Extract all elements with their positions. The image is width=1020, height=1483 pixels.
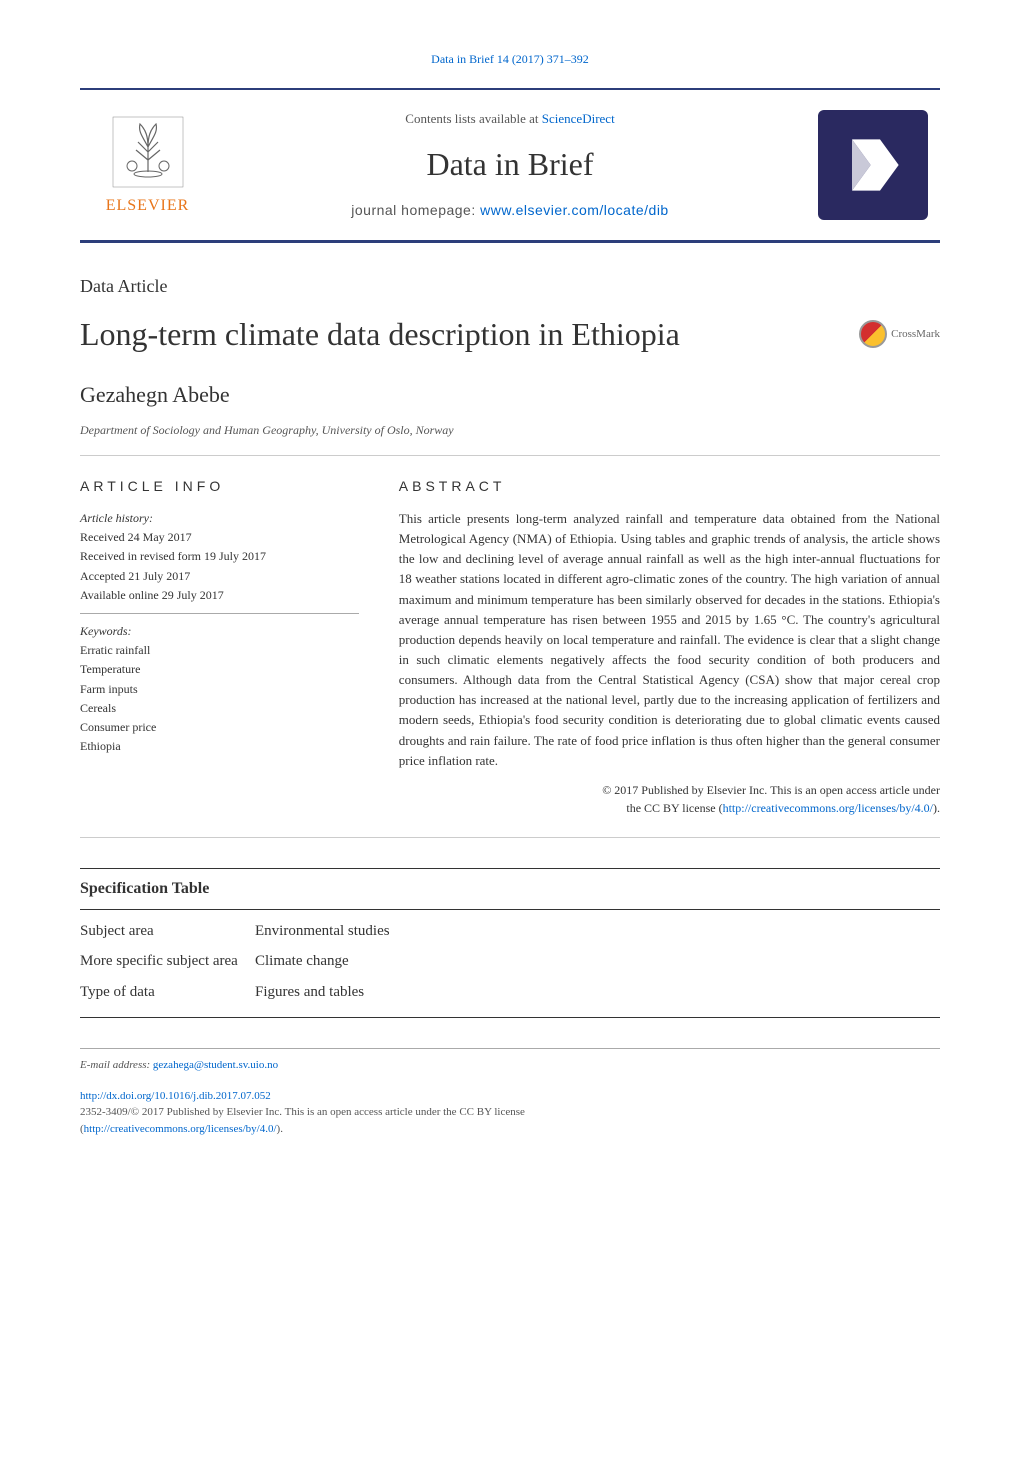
article-type: Data Article [80, 273, 940, 300]
top-citation: Data in Brief 14 (2017) 371–392 [80, 50, 940, 68]
footer-doi-block: http://dx.doi.org/10.1016/j.dib.2017.07.… [80, 1088, 940, 1138]
sciencedirect-link[interactable]: ScienceDirect [542, 111, 615, 126]
history-accepted: Accepted 21 July 2017 [80, 567, 359, 586]
homepage-link[interactable]: www.elsevier.com/locate/dib [480, 202, 669, 218]
keyword: Consumer price [80, 718, 359, 737]
info-abstract-columns: ARTICLE INFO Article history: Received 2… [80, 476, 940, 838]
article-history: Article history: Received 24 May 2017 Re… [80, 509, 359, 614]
history-received: Received 24 May 2017 [80, 528, 359, 547]
spec-value: Environmental studies [255, 916, 940, 947]
copyright-line1: © 2017 Published by Elsevier Inc. This i… [602, 783, 940, 797]
abstract-column: ABSTRACT This article presents long-term… [399, 476, 940, 817]
issn-copyright-line: 2352-3409/© 2017 Published by Elsevier I… [80, 1106, 525, 1118]
article-title: Long-term climate data description in Et… [80, 310, 680, 358]
table-row: Type of data Figures and tables [80, 977, 940, 1008]
journal-logo-block [805, 90, 940, 240]
homepage-line: journal homepage: www.elsevier.com/locat… [215, 200, 805, 221]
keyword: Ethiopia [80, 737, 359, 756]
table-row: Subject area Environmental studies [80, 916, 940, 947]
spec-table-heading: Specification Table [80, 868, 940, 910]
history-label: Article history: [80, 509, 359, 528]
email-label: E-mail address: [80, 1059, 153, 1071]
spec-table-wrapper: Subject area Environmental studies More … [80, 916, 940, 1019]
license-suffix: ). [277, 1123, 283, 1135]
elsevier-tree-icon [108, 112, 188, 192]
keyword: Temperature [80, 660, 359, 679]
banner-center: Contents lists available at ScienceDirec… [215, 109, 805, 222]
keyword: Erratic rainfall [80, 641, 359, 660]
article-info-column: ARTICLE INFO Article history: Received 2… [80, 476, 359, 817]
author-name: Gezahegn Abebe [80, 378, 940, 411]
crossmark-badge[interactable]: CrossMark [859, 320, 940, 348]
abstract-text: This article presents long-term analyzed… [399, 509, 940, 771]
abstract-copyright: © 2017 Published by Elsevier Inc. This i… [399, 781, 940, 817]
publisher-name: ELSEVIER [106, 194, 190, 218]
keywords-block: Keywords: Erratic rainfall Temperature F… [80, 622, 359, 756]
contents-available-line: Contents lists available at ScienceDirec… [215, 109, 805, 129]
keyword: Farm inputs [80, 680, 359, 699]
author-affiliation: Department of Sociology and Human Geogra… [80, 421, 940, 456]
abstract-heading: ABSTRACT [399, 476, 940, 497]
publisher-logo-block: ELSEVIER [80, 90, 215, 240]
title-row: Long-term climate data description in Et… [80, 310, 940, 358]
history-online: Available online 29 July 2017 [80, 586, 359, 605]
copyright-line2-suffix: ). [933, 801, 940, 815]
spec-value: Figures and tables [255, 977, 940, 1008]
journal-banner: ELSEVIER Contents lists available at Sci… [80, 88, 940, 243]
copyright-line2-prefix: the CC BY license ( [626, 801, 722, 815]
homepage-prefix: journal homepage: [351, 202, 480, 218]
journal-name: Data in Brief [215, 140, 805, 188]
spec-table: Subject area Environmental studies More … [80, 916, 940, 1008]
table-row: More specific subject area Climate chang… [80, 946, 940, 977]
spec-label: More specific subject area [80, 946, 255, 977]
data-in-brief-logo-icon [818, 110, 928, 220]
crossmark-label: CrossMark [891, 326, 940, 343]
history-revised: Received in revised form 19 July 2017 [80, 547, 359, 566]
keyword: Cereals [80, 699, 359, 718]
footer-email: E-mail address: gezahega@student.sv.uio.… [80, 1048, 940, 1074]
crossmark-icon [859, 320, 887, 348]
spec-value: Climate change [255, 946, 940, 977]
spec-label: Type of data [80, 977, 255, 1008]
doi-link[interactable]: http://dx.doi.org/10.1016/j.dib.2017.07.… [80, 1090, 271, 1102]
author-email-link[interactable]: gezahega@student.sv.uio.no [153, 1059, 278, 1071]
contents-prefix: Contents lists available at [405, 111, 541, 126]
article-info-heading: ARTICLE INFO [80, 476, 359, 497]
spec-label: Subject area [80, 916, 255, 947]
cc-license-link[interactable]: http://creativecommons.org/licenses/by/4… [723, 801, 933, 815]
footer-license-link[interactable]: http://creativecommons.org/licenses/by/4… [84, 1123, 277, 1135]
keywords-label: Keywords: [80, 622, 359, 641]
